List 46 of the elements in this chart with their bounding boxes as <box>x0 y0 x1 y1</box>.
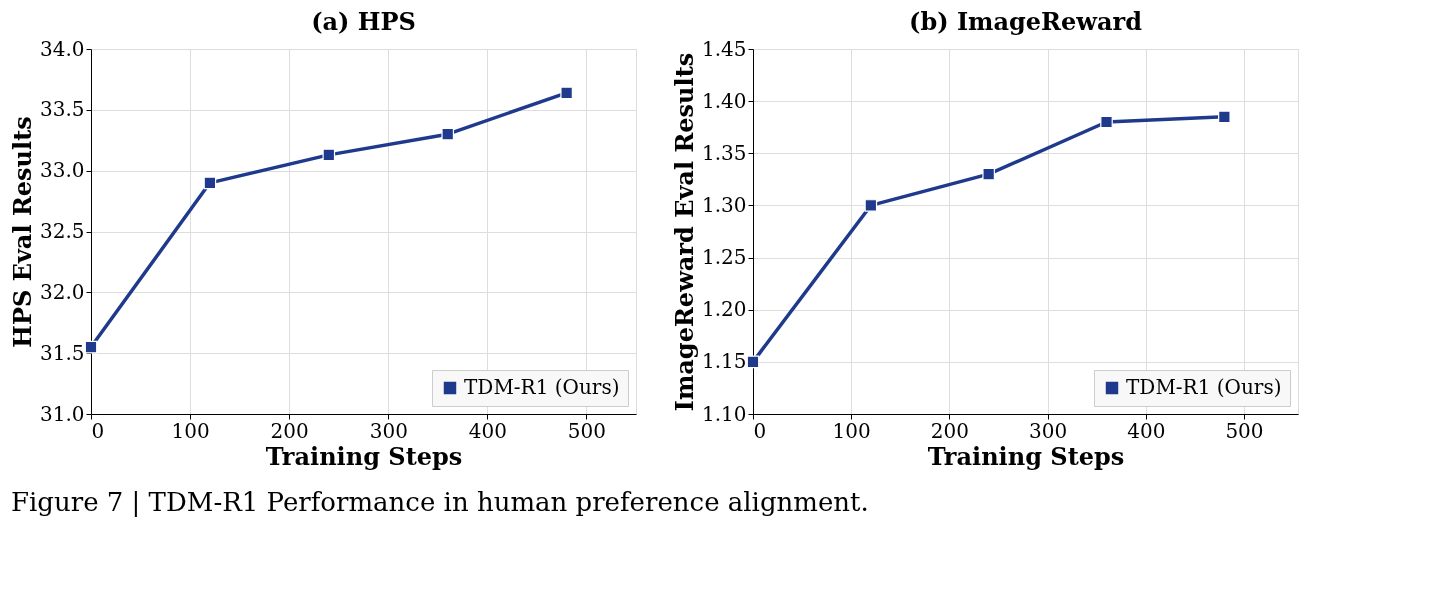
x-tick-label: 400 <box>1127 418 1166 443</box>
x-axis-title: Training Steps <box>927 441 1125 471</box>
x-tick-label: 0 <box>91 418 105 443</box>
y-tick-label: 32.0 <box>39 279 85 304</box>
legend-label: TDM-R1 (Ours) <box>464 375 620 399</box>
x-tick-label: 100 <box>171 418 210 443</box>
y-tick-label: 31.5 <box>39 340 85 365</box>
y-tick-label: 31.0 <box>39 401 85 426</box>
y-axis-title: HPS Eval Results <box>7 116 37 348</box>
y-tick-label: 1.35 <box>701 140 747 165</box>
x-tick-label: 200 <box>930 418 969 443</box>
x-tick-label: 400 <box>468 418 507 443</box>
chart-title: (a) HPS <box>311 7 416 36</box>
point <box>982 167 995 181</box>
y-tick-label: 1.15 <box>701 349 747 374</box>
y-tick-label: 1.30 <box>701 192 747 217</box>
x-tick-label: 500 <box>567 418 607 443</box>
point <box>441 127 455 141</box>
y-tick-label: 33.0 <box>39 158 85 183</box>
point <box>560 86 573 100</box>
point <box>746 355 760 369</box>
y-tick-label: 1.10 <box>701 401 747 426</box>
point <box>1100 115 1113 129</box>
legend-label: TDM-R1 (Ours) <box>1126 375 1282 399</box>
y-tick-label: 1.40 <box>701 88 747 113</box>
point <box>864 199 878 212</box>
point <box>203 176 217 190</box>
x-tick-label: 200 <box>270 418 309 443</box>
point <box>1218 110 1231 124</box>
x-tick-label: 300 <box>369 418 408 443</box>
x-axis-title: Training Steps <box>265 441 463 471</box>
y-tick-label: 1.25 <box>701 245 747 270</box>
point <box>322 148 336 162</box>
y-tick-label: 32.5 <box>39 219 85 243</box>
y-axis-title: ImageReward Eval Results <box>669 52 699 412</box>
x-tick-label: 500 <box>1225 418 1264 443</box>
x-tick-label: 0 <box>753 418 767 443</box>
point <box>84 340 98 354</box>
x-tick-label: 300 <box>1029 418 1068 443</box>
caption: Figure 7 | TDM-R1 Performance in human preference alignment. <box>10 486 869 517</box>
chart-title: (b) ImageReward <box>909 7 1143 36</box>
x-tick-label: 100 <box>832 418 871 443</box>
y-tick-label: 33.5 <box>39 97 85 122</box>
y-tick-label: 1.20 <box>701 297 747 322</box>
y-tick-label: 1.45 <box>701 36 747 61</box>
y-tick-label: 34.0 <box>39 36 85 61</box>
